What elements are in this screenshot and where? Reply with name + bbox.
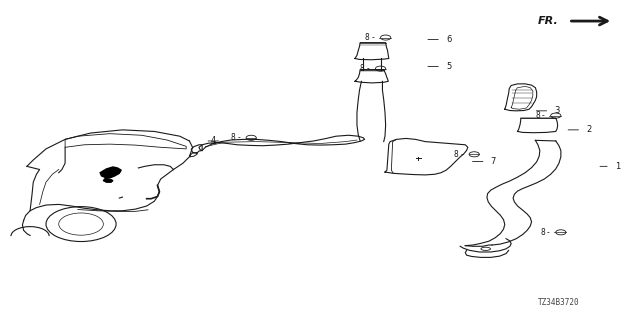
Polygon shape (103, 178, 113, 182)
Text: 8: 8 (535, 111, 540, 120)
Text: 8: 8 (454, 150, 458, 159)
Text: 8: 8 (230, 133, 236, 142)
Text: 6: 6 (446, 35, 452, 44)
Polygon shape (100, 167, 121, 178)
Text: 2: 2 (586, 125, 591, 134)
Text: FR.: FR. (538, 16, 559, 26)
Text: -: - (541, 111, 545, 120)
Text: -: - (372, 33, 374, 42)
Text: 8: 8 (360, 64, 365, 73)
Text: 5: 5 (446, 62, 451, 71)
Text: 8: 8 (540, 228, 545, 237)
Text: 8: 8 (365, 33, 370, 42)
Text: -: - (367, 64, 369, 73)
Text: -: - (547, 228, 550, 237)
Text: -: - (237, 133, 240, 142)
Text: 7: 7 (491, 157, 496, 166)
Text: TZ34B3720: TZ34B3720 (538, 298, 580, 307)
Text: 1: 1 (615, 162, 620, 171)
Text: 4: 4 (211, 136, 216, 146)
Text: -: - (460, 150, 463, 159)
Text: 3: 3 (554, 106, 560, 115)
